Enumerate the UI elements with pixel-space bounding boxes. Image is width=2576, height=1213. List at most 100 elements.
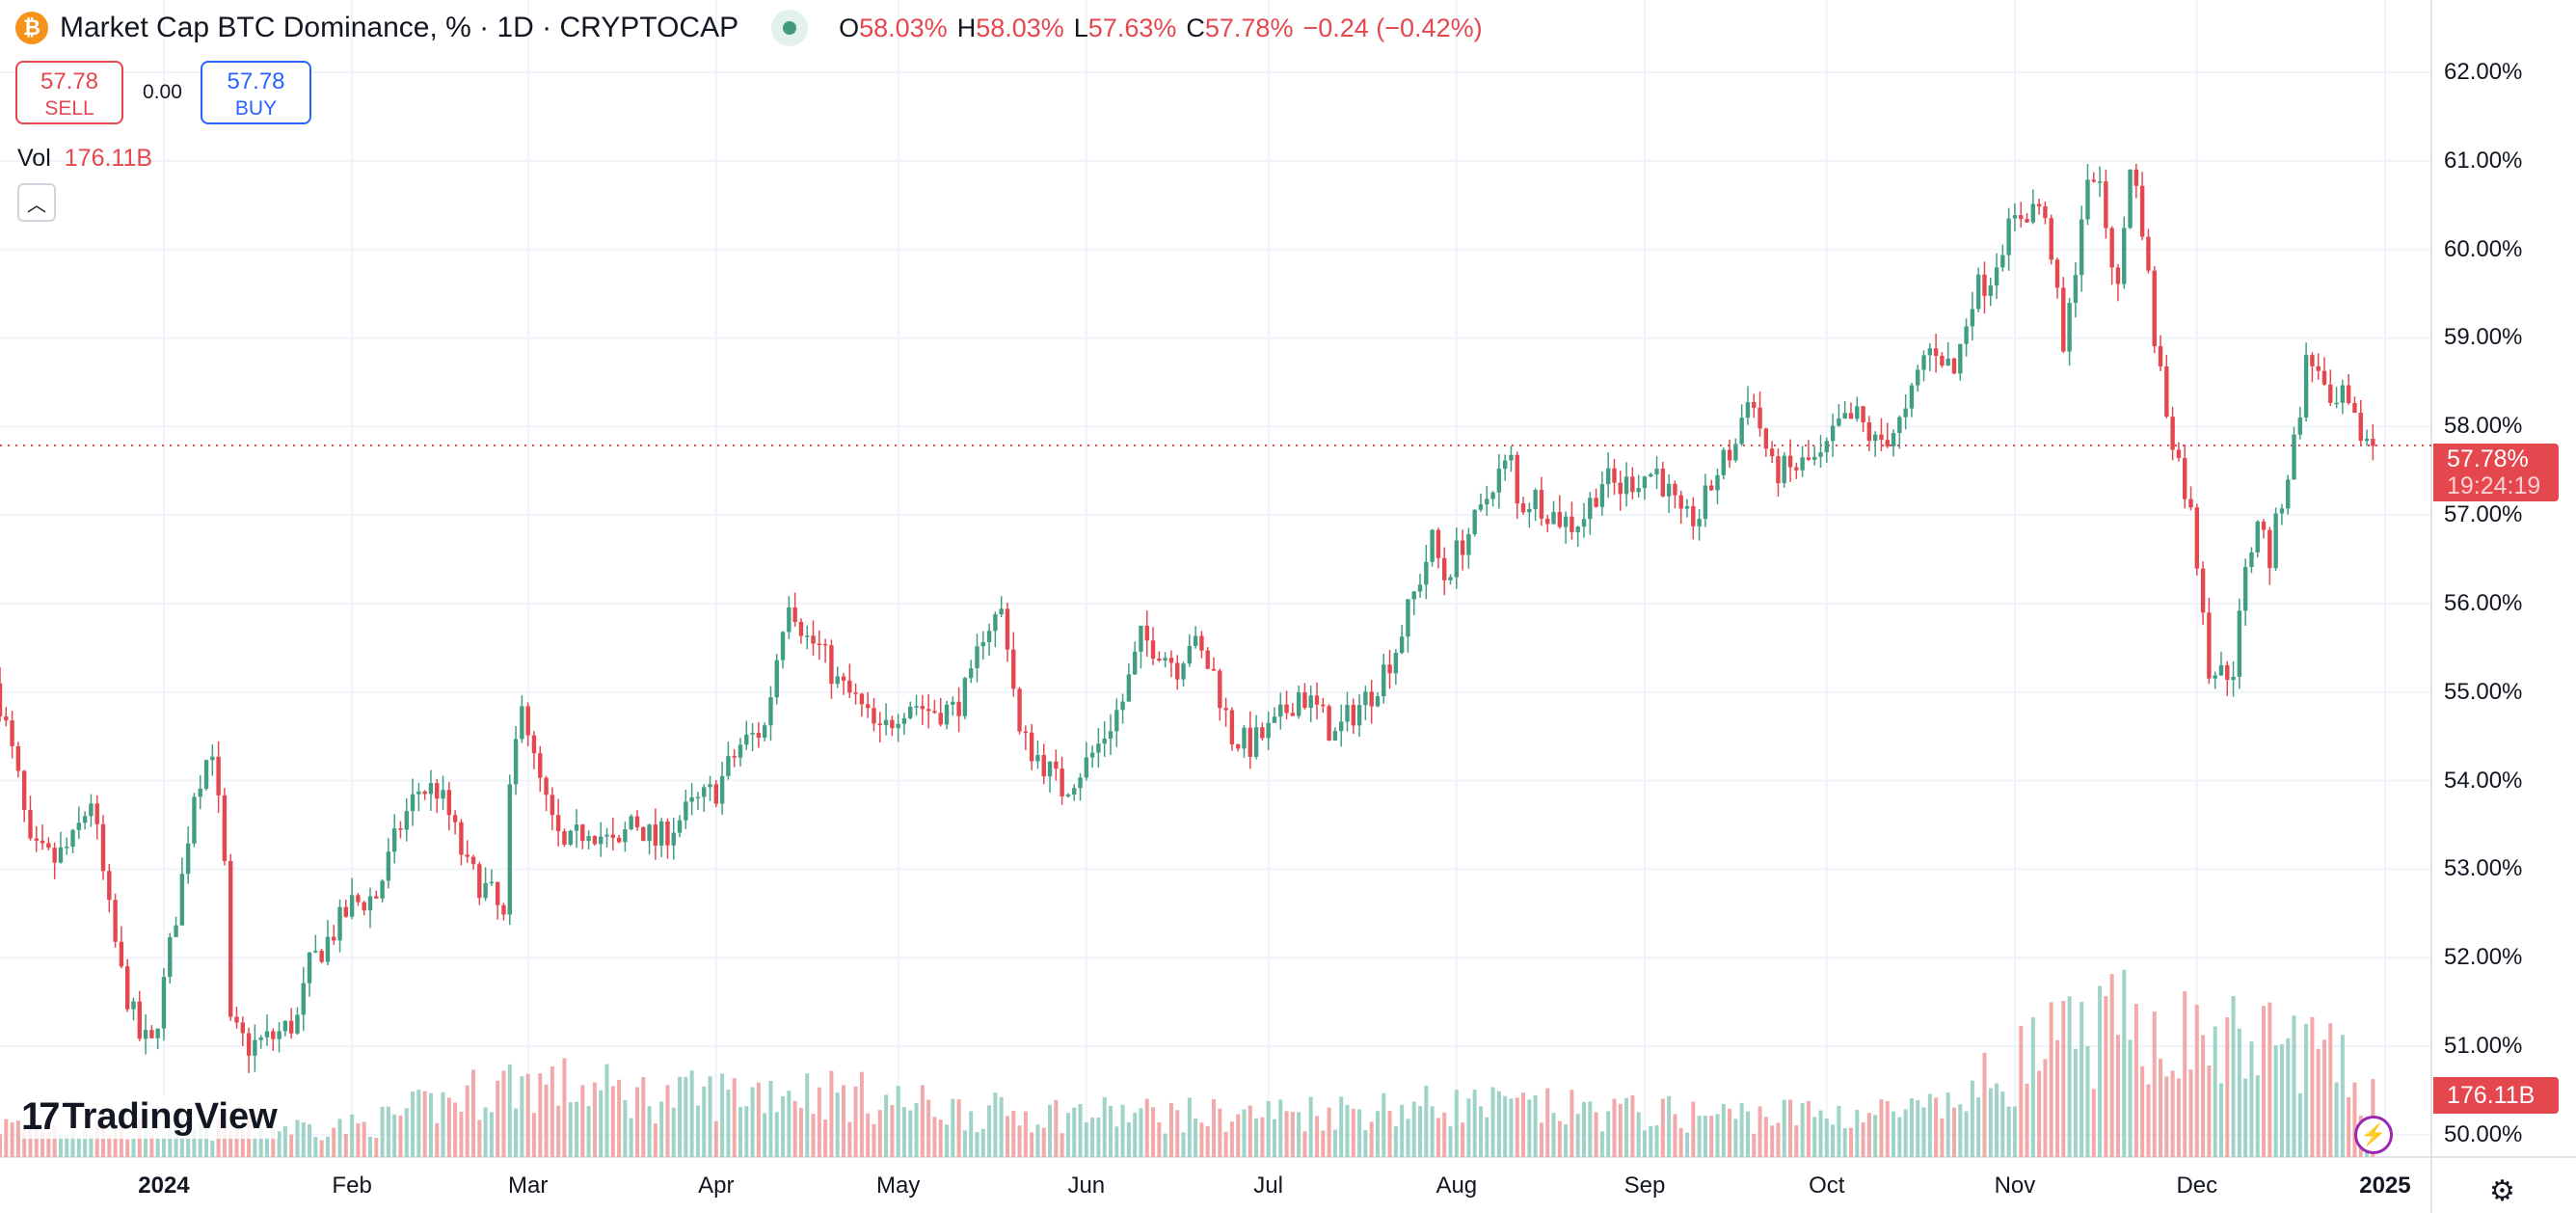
candle (234, 1016, 239, 1023)
spread-value: 0.00 (143, 81, 182, 103)
candle (951, 701, 955, 705)
volume-bar (580, 1085, 585, 1157)
volume-bar (161, 1135, 166, 1157)
volume-bar (2098, 985, 2103, 1157)
volume-bar (1430, 1106, 1435, 1157)
collapse-legend-button[interactable]: ︿ (17, 183, 56, 222)
candle (1017, 688, 1022, 732)
candle (732, 756, 737, 758)
volume-bar (2321, 1039, 2326, 1157)
candle (2079, 219, 2084, 276)
volume-bar (2243, 1078, 2248, 1157)
candle (538, 753, 543, 778)
candle (2310, 355, 2315, 366)
volume-bar (2128, 1039, 2133, 1157)
volume-bar (1630, 1094, 1635, 1157)
candle (203, 760, 209, 789)
candle (192, 796, 197, 844)
candle (647, 824, 652, 842)
volume-bar (1728, 1108, 1732, 1157)
volume-bar (52, 1125, 57, 1157)
volume-bar (1120, 1104, 1125, 1157)
volume-bar (1897, 1117, 1902, 1157)
candle (124, 966, 130, 1010)
tradingview-logo[interactable]: 17 TradingView (21, 1095, 278, 1139)
candle (1618, 482, 1623, 495)
candle (2091, 179, 2096, 182)
volume-bar (962, 1130, 967, 1157)
candle (452, 815, 458, 822)
volume-bar (768, 1080, 773, 1157)
volume-bar (914, 1102, 919, 1157)
candle (1199, 635, 1204, 651)
volume-bar (416, 1090, 421, 1157)
buy-button[interactable]: 57.78 BUY (201, 61, 311, 124)
candle (1940, 356, 1945, 366)
volume-bar (1321, 1130, 1326, 1157)
candle (1163, 658, 1167, 661)
volume-bar (514, 1108, 519, 1157)
sell-button[interactable]: 57.78 SELL (15, 61, 123, 124)
settings-gear-icon[interactable]: ⚙ (2489, 1175, 2515, 1207)
symbol-title[interactable]: Market Cap BTC Dominance, % · 1D · CRYPT… (60, 12, 739, 43)
candle (1654, 469, 1659, 474)
volume-bar (2000, 1092, 2005, 1157)
volume-bar (544, 1084, 549, 1157)
volume-bar (817, 1087, 821, 1157)
candle (726, 756, 731, 776)
candle (689, 796, 694, 802)
candle (1545, 518, 1550, 525)
volume-bar (1054, 1099, 1059, 1157)
volume-bar (2183, 991, 2187, 1157)
candle (1375, 696, 1381, 707)
candle (1763, 428, 1769, 449)
time-tick-label: May (875, 1173, 921, 1199)
volume-bar (689, 1070, 694, 1157)
candle (1454, 540, 1459, 578)
candle (2218, 664, 2224, 676)
volume-bar (1090, 1118, 1095, 1157)
volume-bar (222, 1122, 227, 1157)
volume-bar (720, 1073, 725, 1157)
volume-bar (1461, 1122, 1465, 1157)
volume-bar (325, 1136, 330, 1157)
volume-bar (1168, 1102, 1173, 1157)
current-price-tag: 57.78% 19:24:19 (2433, 444, 2559, 501)
volume-bar (1697, 1116, 1702, 1157)
candle (1023, 731, 1029, 734)
volume-bar (1144, 1098, 1149, 1157)
volume-bar (1618, 1103, 1623, 1157)
candle (762, 725, 767, 739)
volume-bar (1114, 1126, 1119, 1157)
lightning-icon[interactable]: ⚡ (2354, 1116, 2393, 1154)
volume-bar (1011, 1110, 1016, 1157)
volume-bar (1570, 1090, 1574, 1157)
candle (1891, 433, 1896, 446)
volume-bar (1752, 1133, 1757, 1157)
market-status-icon[interactable] (771, 10, 809, 46)
volume-bar (186, 1124, 191, 1157)
candle (1278, 704, 1283, 717)
price-tick-label: 60.00% (2444, 235, 2523, 262)
candle (599, 836, 604, 845)
candle (2194, 507, 2199, 569)
volume-bar (1794, 1125, 1799, 1157)
candle (1649, 473, 1653, 477)
volume-bar (842, 1085, 846, 1157)
volume-bar (2334, 1082, 2339, 1157)
volume-bar (2262, 1006, 2267, 1157)
volume-bar (1236, 1114, 1241, 1157)
volume-bar (65, 1135, 69, 1157)
candle (2225, 664, 2230, 681)
candle (817, 643, 822, 646)
volume-bar (1229, 1121, 1234, 1157)
candle (149, 1030, 154, 1038)
volume-bar (1327, 1107, 1331, 1157)
volume-bar (1824, 1119, 1829, 1157)
volume-bar (756, 1082, 761, 1157)
time-tick-label: Oct (1809, 1173, 1845, 1199)
candle (0, 683, 3, 717)
volume-bar (932, 1117, 937, 1157)
volume-bar (411, 1092, 416, 1157)
